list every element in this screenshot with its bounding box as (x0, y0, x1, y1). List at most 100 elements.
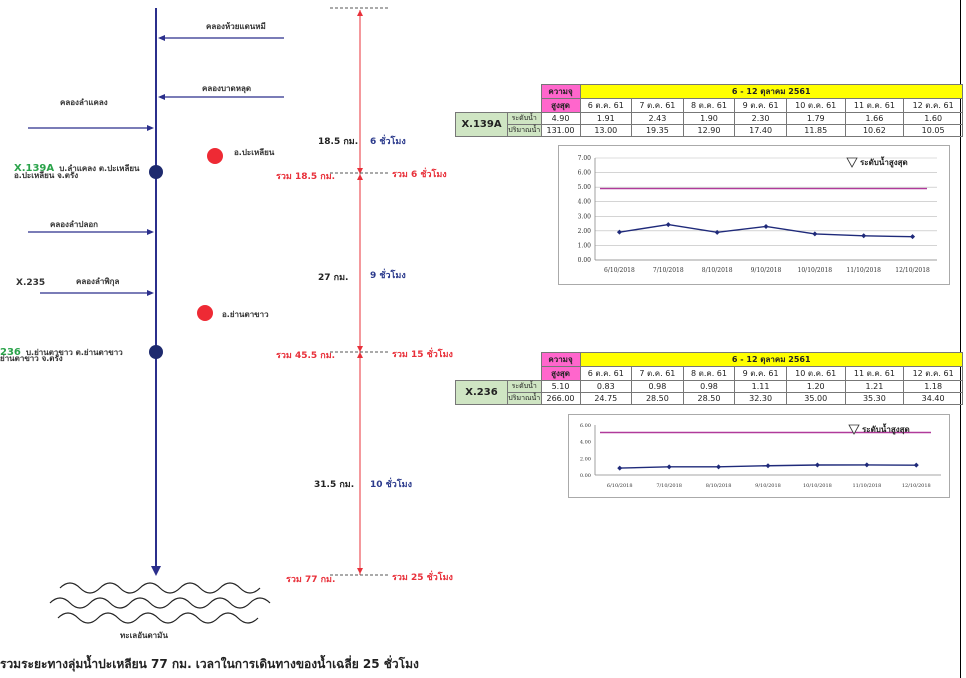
row-label: ระดับน้ำ (507, 380, 542, 393)
period-header: 6 - 12 ตุลาคม 2561 (579, 352, 963, 367)
x-tick-label: 7/10/2018 (656, 483, 682, 489)
y-tick-label: 3.00 (578, 213, 592, 220)
canal-label: คลองห้วยแดนหมี (206, 22, 266, 31)
y-tick-label: 4.00 (578, 199, 592, 206)
table-cell: 0.98 (682, 380, 736, 393)
station-label-x236: 236 บ.ย่านตาขาว ต.ย่านตาขาว (0, 347, 123, 358)
cumulative-time: รวม 25 ชั่วโมง (392, 573, 453, 583)
day-header: 12 ต.ค. 61 (903, 98, 963, 113)
table-cell: 13.00 (579, 124, 633, 137)
table-cell: 28.50 (682, 392, 736, 405)
x-tick-label: 6/10/2018 (607, 483, 633, 489)
y-tick-label: 0.00 (578, 257, 592, 264)
day-header: 10 ต.ค. 61 (785, 98, 846, 113)
segment-distance: 31.5 กม. (314, 480, 355, 490)
day-header: 9 ต.ค. 61 (734, 98, 787, 113)
cumulative-distance: รวม 18.5 กม. (276, 172, 336, 182)
day-header: 8 ต.ค. 61 (682, 98, 736, 113)
footer-summary: รวมระยะทางลุ่มน้ำปะเหลียน 77 กม. เวลาในก… (0, 657, 419, 671)
cumulative-distance: รวม 77 กม. (286, 575, 336, 585)
cumulative-time: รวม 15 ชั่วโมง (392, 350, 453, 360)
district-dot-1 (207, 148, 223, 164)
table-cell: 0.98 (631, 380, 684, 393)
data-point (763, 223, 769, 229)
data-point (913, 462, 919, 468)
table-cell: 12.90 (682, 124, 736, 137)
x-tick-label: 9/10/2018 (755, 483, 781, 489)
triangle-down-icon (848, 424, 860, 435)
day-header: 10 ต.ค. 61 (785, 366, 846, 381)
segment-time: 6 ชั่วโมง (370, 137, 406, 147)
max-capacity-label2: สูงสุด (540, 366, 581, 381)
max-level: 5.10 (540, 380, 581, 393)
station-code: X.236 (455, 380, 508, 405)
day-header: 11 ต.ค. 61 (844, 98, 905, 113)
chart-x139a: 0.00 1.00 2.00 3.00 4.00 5.00 6.00 7.00 6/10/201… (558, 145, 950, 285)
y-tick-label: 2.00 (580, 456, 591, 462)
segment-distance: 27 กม. (318, 273, 349, 283)
max-capacity-label: ความจุ (540, 84, 581, 99)
station-label-x235: X.235 (16, 278, 46, 288)
max-flow: 266.00 (540, 392, 581, 405)
chart-x236: 0.00 2.00 4.00 6.00 6/10/2018 7/10/2018 8/10/2… (568, 414, 950, 498)
x-tick-label: 11/10/2018 (846, 267, 881, 274)
x-tick-label: 12/10/2018 (895, 267, 930, 274)
y-tick-label: 6.00 (580, 423, 591, 429)
x-tick-label: 6/10/2018 (604, 267, 635, 274)
legend-label: ระดับน้ำสูงสุด (860, 156, 908, 168)
data-point (812, 231, 818, 237)
cumulative-time: รวม 6 ชั่วโมง (392, 170, 447, 180)
sea-waves-icon (49, 582, 271, 624)
table-cell: 1.11 (734, 380, 787, 393)
x-tick-label: 12/10/2018 (902, 483, 931, 489)
station-code: X.139A (455, 112, 508, 137)
row-label: ปริมาณน้ำ (507, 124, 542, 137)
data-point (910, 234, 916, 240)
y-tick-label: 4.00 (580, 440, 591, 446)
y-tick-label: 5.00 (578, 184, 592, 191)
data-point (814, 462, 820, 468)
max-level: 4.90 (540, 112, 581, 125)
line-chart-x236: 0.00 2.00 4.00 6.00 6/10/2018 7/10/2018 8/10/2… (580, 423, 941, 489)
x-tick-label: 9/10/2018 (751, 267, 782, 274)
data-point (714, 229, 720, 235)
segment-distance: 18.5 กม. (318, 137, 359, 147)
max-flow: 131.00 (540, 124, 581, 137)
day-header: 6 ต.ค. 61 (579, 98, 633, 113)
data-point (665, 222, 671, 228)
table-cell: 10.62 (844, 124, 905, 137)
district-dot-2 (197, 305, 213, 321)
x-tick-label: 10/10/2018 (798, 267, 833, 274)
station-dot-x236 (149, 345, 163, 359)
river-diagram (28, 7, 390, 624)
max-capacity-label: ความจุ (540, 352, 581, 367)
y-tick-label: 0.00 (580, 473, 591, 479)
data-table-x236: ความจุ 6 - 12 ตุลาคม 2561 สูงสุด 6 ต.ค. … (455, 352, 963, 405)
table-cell: 32.30 (734, 392, 787, 405)
station-label-x139a-line2: อ.ปะเหลียน จ.ตรัง (14, 171, 79, 180)
day-header: 6 ต.ค. 61 (579, 366, 633, 381)
table-cell: 2.30 (734, 112, 787, 125)
data-point (616, 229, 622, 235)
triangle-down-icon (846, 157, 858, 168)
y-tick-label: 1.00 (578, 242, 592, 249)
table-cell: 28.50 (631, 392, 684, 405)
table-cell: 35.30 (844, 392, 905, 405)
data-point (864, 462, 870, 468)
data-point (617, 465, 623, 471)
district-label: อ.ย่านตาขาว (222, 310, 269, 319)
cumulative-distance: รวม 45.5 กม. (276, 351, 336, 361)
row-label: ระดับน้ำ (507, 112, 542, 125)
table-cell: 11.85 (785, 124, 846, 137)
table-cell: 17.40 (734, 124, 787, 137)
page-border (960, 0, 961, 678)
line-chart-x139a: 0.00 1.00 2.00 3.00 4.00 5.00 6.00 7.00 6/10/201… (578, 155, 937, 274)
district-label: อ.ปะเหลียน (234, 148, 275, 157)
table-cell: 1.21 (844, 380, 905, 393)
x-tick-label: 8/10/2018 (706, 483, 732, 489)
table-cell: 35.00 (785, 392, 846, 405)
station-dot-x139a (149, 165, 163, 179)
day-header: 11 ต.ค. 61 (844, 366, 905, 381)
river-arrowhead (151, 566, 161, 576)
canal-label: คลองลำปลอก (50, 220, 98, 229)
